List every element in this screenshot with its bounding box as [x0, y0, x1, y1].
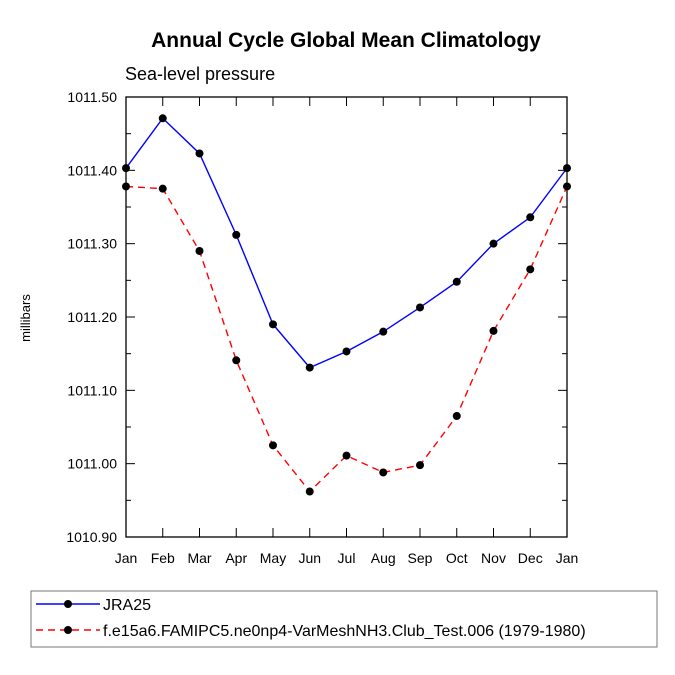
series-0-point	[195, 149, 204, 158]
series-1-point	[195, 247, 204, 255]
legend-marker-1	[64, 626, 72, 634]
series-1-point	[269, 441, 277, 450]
series-0-point	[526, 213, 535, 222]
series-1-point	[122, 182, 130, 191]
legend-box	[30, 590, 658, 648]
series-0-point	[379, 327, 388, 336]
x-tick-label: Jan	[556, 550, 579, 566]
legend-marker-0	[64, 600, 72, 608]
series-0-point	[305, 363, 314, 372]
x-tick-label: Dec	[518, 550, 543, 566]
y-axis-label: millibars	[18, 294, 33, 342]
y-tick-label: 1011.50	[67, 89, 117, 105]
series-line-1	[125, 185, 568, 493]
series-1-point	[305, 487, 314, 496]
chart-title: Annual Cycle Global Mean Climatology	[151, 29, 541, 52]
legend-label-0: JRA25	[103, 597, 151, 614]
y-tick-label: 1011.10	[67, 382, 117, 398]
x-tick-label: Sep	[408, 550, 433, 566]
series-1-point	[526, 265, 535, 274]
y-tick-label: 1010.90	[66, 529, 117, 545]
series-0-point	[416, 303, 424, 312]
plot-frame	[125, 96, 568, 538]
x-tick-label: Nov	[481, 550, 506, 566]
series-1-point	[158, 184, 167, 193]
x-tick-label: Apr	[225, 550, 247, 566]
x-tick-label: Jul	[338, 550, 356, 566]
series-0-point	[269, 320, 277, 329]
chart-subtitle: Sea-level pressure	[125, 64, 275, 84]
x-tick-label: Jan	[115, 550, 138, 566]
series-1-point	[489, 326, 498, 335]
x-tick-label: May	[260, 550, 286, 566]
y-tick-label: 1011.20	[67, 309, 117, 325]
series-1-point	[563, 182, 571, 191]
series-1-point	[232, 356, 241, 365]
series-line-0	[125, 117, 568, 369]
y-tick-label: 1011.30	[67, 236, 117, 252]
x-tick-label: Mar	[187, 550, 211, 566]
x-tick-label: Feb	[151, 550, 175, 566]
series-1-point	[379, 468, 388, 477]
y-tick-label: 1011.00	[67, 456, 117, 472]
series-0-point	[232, 230, 241, 239]
series-0-point	[158, 114, 167, 123]
series-0-point	[452, 277, 461, 286]
series-1-point	[452, 412, 461, 420]
x-tick-label: Aug	[371, 550, 396, 566]
x-tick-label: Jun	[298, 550, 321, 566]
legend: JRA25 f.e15a6.FAMIPC5.ne0np4-VarMeshNH3.C…	[30, 590, 658, 648]
series-1-point	[416, 461, 424, 470]
series-0-point	[489, 239, 498, 248]
legend-label-1: f.e15a6.FAMIPC5.ne0np4-VarMeshNH3.Club_T…	[103, 623, 586, 640]
plot-area: 1010.90 1011.00 1011.10 1011.20 1011.30 1011.…	[66, 89, 578, 566]
y-tick-label: 1011.40	[67, 162, 117, 178]
series-0-point	[563, 164, 571, 173]
x-tick-label: Oct	[446, 550, 468, 566]
series-1-point	[342, 451, 351, 460]
series-0-point	[342, 347, 351, 356]
series-0-point	[122, 164, 130, 173]
